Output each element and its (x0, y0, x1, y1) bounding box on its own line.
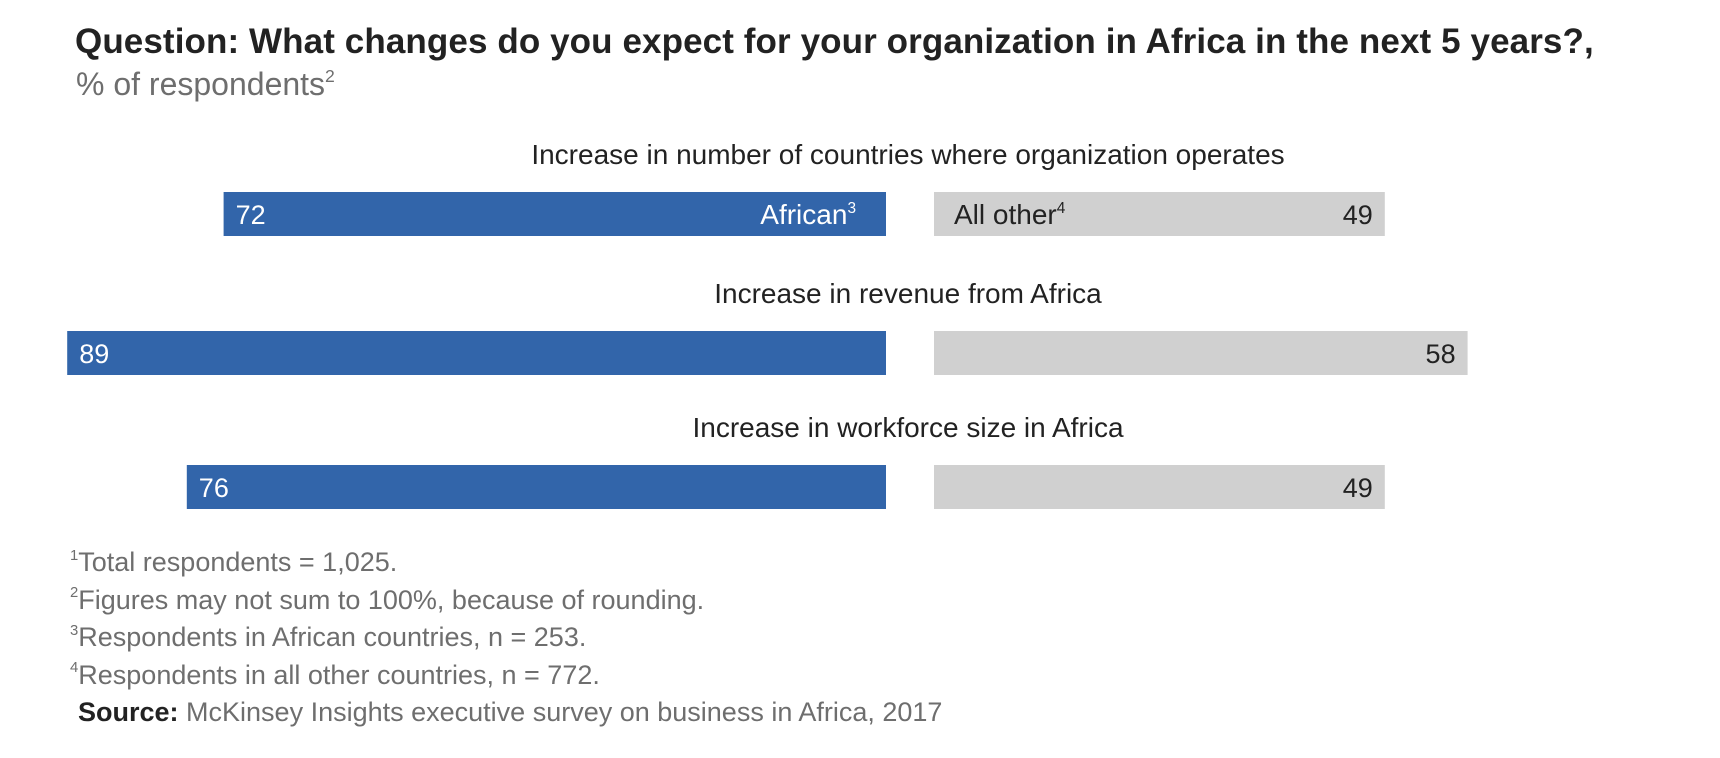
value-label-african-1: 72 (236, 200, 266, 230)
category-label-3: Increase in workforce size in Africa (692, 412, 1123, 443)
source-line: Source: McKinsey Insights executive surv… (70, 694, 942, 732)
footnote-2-mark: 2 (70, 585, 79, 602)
bar-all-other-3 (934, 465, 1385, 509)
footnote-1-text: Total respondents = 1,025. (78, 547, 398, 577)
value-label-african-3: 76 (199, 473, 229, 503)
bar-african-1 (223, 192, 887, 236)
legend-all-other: All other4 (954, 199, 1066, 230)
value-label-all-other-2: 58 (1426, 339, 1456, 369)
category-label-1: Increase in number of countries where or… (531, 139, 1284, 170)
subtitle-text: % of respondents (76, 66, 326, 102)
footnote-3-mark: 3 (70, 622, 79, 639)
footnote-1: 1Total respondents = 1,025. (70, 544, 942, 582)
footnote-3: 3Respondents in African countries, n = 2… (70, 619, 942, 657)
chart-subtitle: % of respondents2 (76, 66, 335, 103)
footnote-2: 2Figures may not sum to 100%, because of… (70, 582, 942, 620)
footnote-1-mark: 1 (70, 547, 79, 564)
value-label-all-other-3: 49 (1343, 473, 1373, 503)
footnote-4-text: Respondents in all other countries, n = … (78, 659, 600, 690)
legend-african: African3 (760, 199, 856, 230)
value-label-african-2: 89 (79, 339, 109, 369)
footnote-2-text: Figures may not sum to 100%, because of … (78, 584, 705, 615)
footnote-4-mark: 4 (70, 660, 79, 677)
bar-all-other-2 (934, 331, 1468, 375)
footnotes: 1Total respondents = 1,025. 2Figures may… (70, 544, 942, 732)
bar-african-3 (186, 465, 887, 509)
footnote-4: 4Respondents in all other countries, n =… (70, 657, 942, 695)
chart-title: Question: What changes do you expect for… (75, 22, 1594, 61)
bar-all-other-1 (934, 192, 1385, 236)
value-label-all-other-1: 49 (1343, 200, 1373, 230)
source-text: McKinsey Insights executive survey on bu… (186, 697, 943, 727)
category-label-2: Increase in revenue from Africa (714, 278, 1102, 309)
footnote-3-text: Respondents in African countries, n = 25… (78, 622, 587, 652)
bar-african-2 (67, 331, 886, 375)
subtitle-footnote-mark: 2 (325, 65, 335, 86)
diverging-bar-chart: Increase in number of countries where or… (67, 139, 1468, 509)
source-label: Source: (78, 697, 179, 727)
